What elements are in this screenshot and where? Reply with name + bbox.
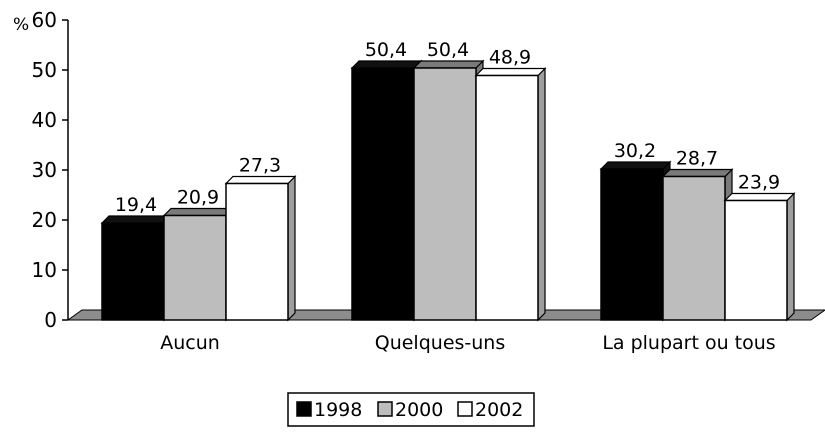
bar-top [474,67,547,77]
data-label: 30,2 [614,140,656,162]
data-label: 48,9 [489,47,531,69]
bar-2002-1 [474,67,547,322]
bar-front [662,175,726,321]
bar-2000-2 [661,168,734,322]
y-tick-label: 0 [44,308,57,332]
bar-side [537,67,546,322]
bar-2002-2 [723,192,796,322]
y-tick-label: 30 [32,158,57,182]
x-axis-labels: Aucun Quelques-uns La plupart ou tous [160,332,775,354]
legend-item-2000: 2000 [377,399,443,421]
legend-item-2002: 2002 [457,399,523,421]
y-axis-unit: % [13,15,29,35]
legend-label: 1998 [314,399,362,421]
legend-swatch [377,401,393,417]
bar-2002-0 [224,175,297,322]
data-label: 28,7 [676,148,718,170]
y-tick-label: 60 [32,8,57,32]
bar-1998-0 [100,214,173,322]
legend-swatch [296,401,312,417]
bar-1998-2 [599,160,672,322]
bar-front [101,222,165,321]
x-category-label: Aucun [160,332,220,354]
bar-front [225,182,289,321]
bar-top [723,192,796,202]
y-tick-label: 10 [32,258,57,282]
data-label: 27,3 [239,155,281,177]
data-label: 20,9 [177,187,219,209]
data-label: 50,4 [427,39,469,61]
bar-top [162,207,235,217]
bars [100,59,796,322]
legend-item-1998: 1998 [296,399,362,421]
legend-swatch [457,401,473,417]
data-label: 19,4 [115,194,157,216]
bar-2000-0 [162,207,235,322]
legend-label: 2000 [395,399,443,421]
bar-top [599,161,672,170]
bar-1998-1 [350,59,423,322]
bar-front [724,199,788,321]
data-label: 23,9 [738,172,780,194]
data-labels: 19,4 20,9 27,3 50,4 50,4 48,9 30,2 28,7 23,9 [115,39,780,216]
bar-top [661,168,734,178]
bar-side [287,175,296,322]
bar-front [475,74,539,321]
data-label: 50,4 [365,39,407,61]
x-category-label: La plupart ou tous [602,332,775,354]
legend-label: 2002 [475,399,523,421]
bar-front [163,214,227,321]
y-axis-ticks: 0 10 20 30 40 50 60 [32,8,68,332]
x-category-label: Quelques-uns [375,332,506,354]
y-tick-label: 20 [32,208,57,232]
legend-box [287,392,535,427]
legend: 1998 2000 2002 [287,392,535,427]
bar-front [413,67,477,321]
bar-top [224,175,297,185]
y-tick-label: 40 [32,108,57,132]
bar-2000-1 [412,59,485,322]
bar-front [351,67,415,321]
bar-top [350,60,423,69]
bar-front [600,168,664,321]
bar-top [412,60,485,69]
y-tick-label: 50 [32,58,57,82]
bar-side [786,192,795,322]
bar-top [100,215,173,224]
